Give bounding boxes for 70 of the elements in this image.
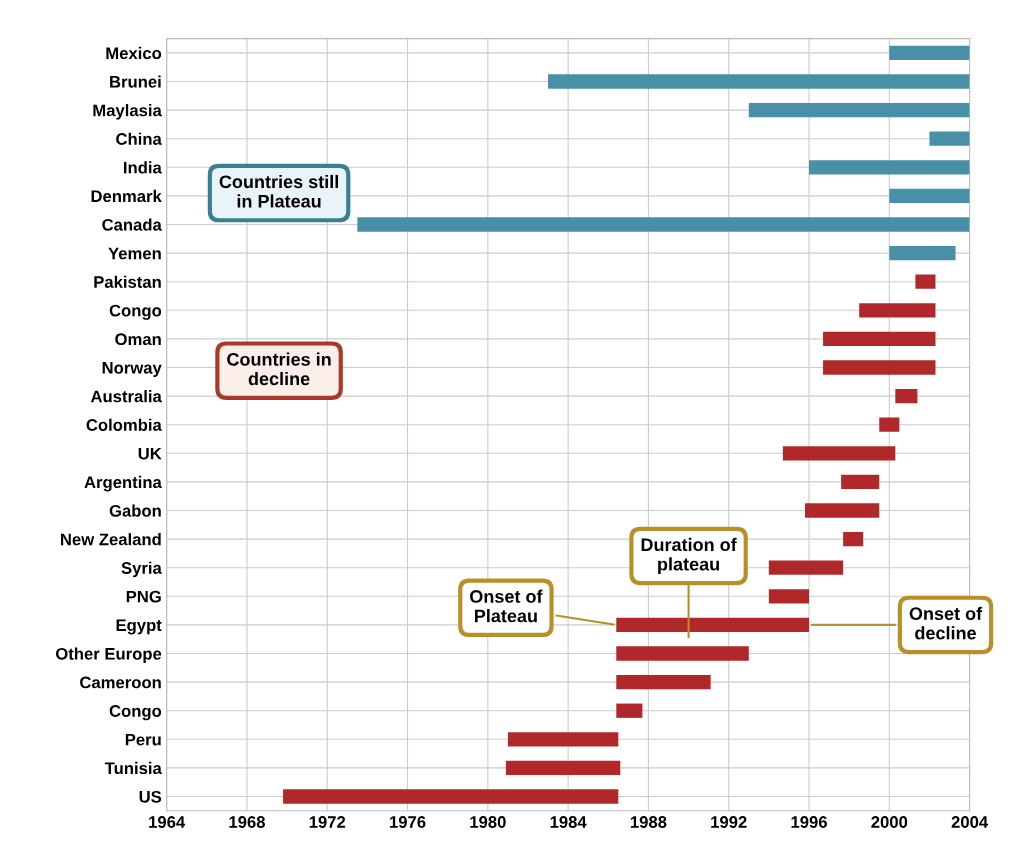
bar (809, 160, 970, 175)
y-tick-label: UK (138, 447, 162, 460)
bar (843, 531, 864, 547)
bar (823, 331, 936, 347)
bar (283, 789, 619, 804)
x-tick-label: 1980 (470, 816, 506, 828)
bar (357, 217, 970, 232)
y-tick-label: Maylasia (93, 104, 162, 120)
bar (548, 74, 970, 89)
y-tick-label: Gabon (109, 504, 161, 517)
x-tick-label: 1988 (630, 816, 667, 828)
bar (879, 417, 900, 432)
y-tick-label: Oman (115, 333, 161, 346)
y-tick-label: Australia (90, 390, 162, 403)
y-tick-label: Colombia (86, 418, 162, 431)
x-tick-label: 1992 (711, 816, 747, 828)
bar (616, 703, 643, 718)
bar (889, 188, 970, 204)
bar (889, 45, 970, 61)
y-tick-label: Pakistan (94, 275, 161, 288)
bar (859, 303, 936, 318)
annotation: Countries in decline (227, 352, 331, 386)
bar (616, 674, 711, 690)
bar (748, 102, 970, 118)
x-tick-label: 2004 (951, 816, 989, 828)
bar (768, 589, 810, 604)
y-tick-label: Yemen (108, 247, 161, 260)
x-tick-label: 1968 (229, 816, 265, 828)
bar (782, 446, 896, 461)
x-tick-label: 1976 (390, 816, 426, 828)
bar (616, 617, 810, 633)
y-tick-label: PNG (126, 590, 161, 603)
bar (895, 388, 918, 404)
y-tick-label: Canada (102, 218, 162, 231)
y-tick-label: US (139, 790, 162, 803)
annotation: Onset of decline (909, 606, 983, 640)
y-tick-label: Cameroon (80, 676, 161, 689)
y-tick-label: Denmark (91, 189, 162, 203)
x-tick-label: 2000 (871, 816, 908, 828)
x-tick-label: 1964 (149, 816, 186, 828)
y-tick-label: Egypt (116, 619, 162, 635)
bar (505, 760, 621, 776)
y-tick-label: Congo (109, 304, 162, 320)
bar (616, 646, 749, 661)
x-tick-label: 1972 (309, 816, 346, 828)
y-tick-label: Mexico (106, 46, 162, 60)
bar (889, 245, 956, 261)
y-tick-label: Norway (102, 362, 162, 378)
x-tick-label: 1984 (550, 816, 587, 828)
bar (915, 274, 936, 289)
y-tick-label: China (116, 132, 162, 145)
y-tick-label: Tunisia (104, 761, 162, 775)
annotation: Onset of Plateau (470, 589, 543, 623)
annotation: Duration of plateau (641, 537, 737, 575)
bar (841, 474, 880, 490)
bar (823, 360, 936, 375)
annotation: Countries still in Plateau (219, 174, 338, 208)
y-tick-label: New Zealand (61, 533, 161, 546)
y-tick-label: Brunei (110, 75, 161, 88)
y-tick-label: India (124, 161, 162, 174)
x-tick-label: 1996 (791, 816, 827, 828)
y-tick-label: Peru (125, 733, 161, 746)
y-tick-label: Argentina (84, 475, 162, 492)
bar (768, 560, 844, 575)
bar (929, 131, 970, 146)
bar (805, 503, 880, 518)
y-tick-label: Other Europe (55, 647, 162, 664)
bar (507, 732, 619, 747)
y-tick-label: Congo (109, 705, 162, 721)
y-tick-label: Syria (121, 561, 162, 578)
